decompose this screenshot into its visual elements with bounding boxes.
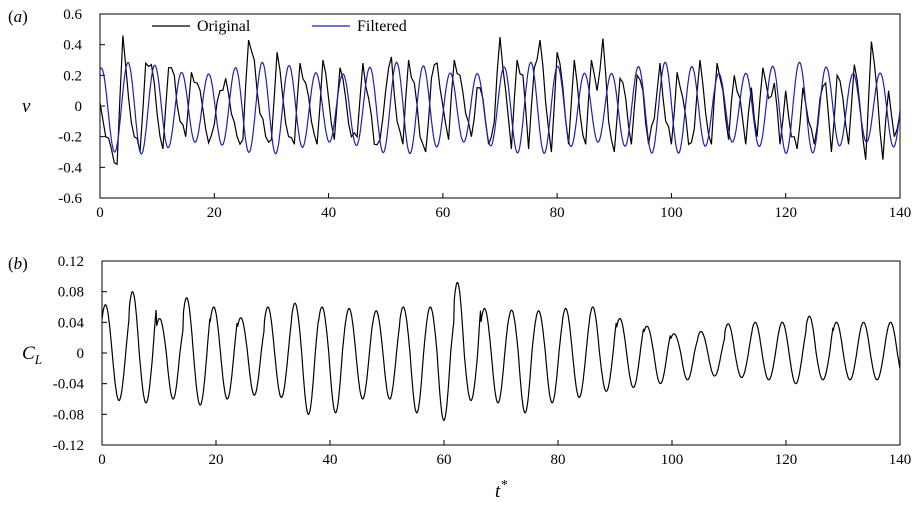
- y-tick-label: -0.08: [53, 407, 84, 423]
- x-tick-label: 80: [550, 205, 565, 221]
- x-tick-label: 140: [889, 205, 912, 221]
- x-tick-label: 0: [96, 205, 104, 221]
- y-tick-label: 0.04: [58, 315, 85, 331]
- y-tick-label: -0.2: [58, 130, 82, 146]
- x-tick-label: 60: [435, 205, 450, 221]
- x-axis-label: t*: [495, 478, 507, 502]
- x-tick-label: 140: [889, 452, 912, 468]
- x-tick-label: 20: [209, 452, 224, 468]
- y-tick-label: 0: [77, 346, 85, 362]
- x-tick-label: 60: [437, 452, 452, 468]
- y-tick-label: 0.6: [63, 7, 82, 23]
- y-tick-label: 0.4: [63, 38, 82, 54]
- y-tick-label: -0.12: [53, 438, 84, 454]
- panel-label: (b): [8, 254, 28, 273]
- y-tick-label: -0.6: [58, 191, 82, 207]
- series-line: [102, 282, 900, 422]
- y-tick-label: 0: [75, 99, 83, 115]
- panel-b: 0 20 40 60 80 100 120 140 0.12 0.08 0.04 0 -0.04 -0.0…: [8, 254, 911, 502]
- legend-label-original: Original: [197, 18, 251, 35]
- x-tick-label: 40: [323, 452, 338, 468]
- series-line-filtered: [100, 61, 900, 155]
- legend-label-filtered: Filtered: [357, 18, 407, 35]
- panel-a: 0 20 40 60 80 100 120 140 0.6 0.4 0.2 0 -0.2 -0.4 -0.6…: [8, 7, 911, 221]
- y-tick-label: -0.4: [58, 160, 82, 176]
- x-tick-label: 0: [98, 452, 106, 468]
- y-tick-label: 0.12: [58, 254, 84, 270]
- y-axis-label: CL: [22, 343, 42, 367]
- y-tick-label: 0.2: [63, 68, 82, 84]
- x-tick-label: 120: [774, 205, 797, 221]
- x-tick-label: 80: [551, 452, 566, 468]
- x-tick-label: 120: [775, 452, 798, 468]
- x-tick-label: 100: [661, 452, 684, 468]
- y-tick-label: -0.04: [53, 377, 85, 393]
- x-tick-label: 40: [321, 205, 336, 221]
- legend: Original Filtered: [152, 18, 407, 35]
- x-tick-label: 20: [207, 205, 222, 221]
- series-line-original: [100, 35, 900, 166]
- y-tick-label: 0.08: [58, 285, 84, 301]
- x-tick-label: 100: [660, 205, 683, 221]
- panel-label: (a): [8, 7, 28, 26]
- axes-frame: [101, 260, 901, 446]
- y-axis-label: v: [22, 96, 31, 117]
